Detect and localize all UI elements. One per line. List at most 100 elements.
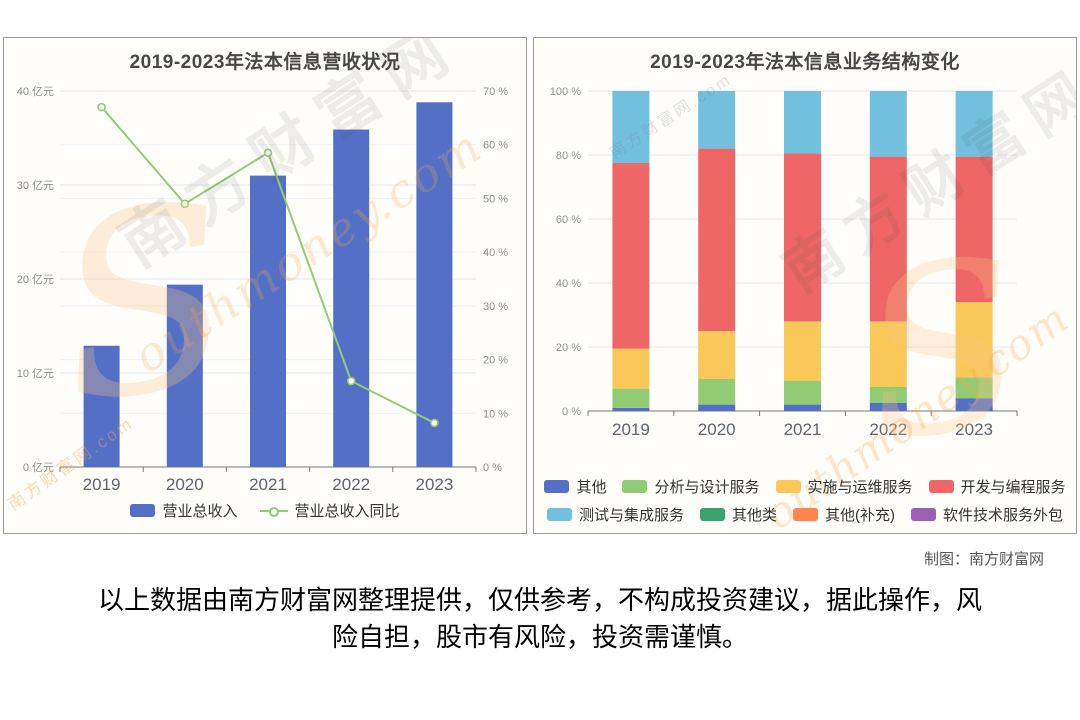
segment-分析与设计服务-2021 [784,380,821,405]
axis-label: 0 % [483,462,502,474]
revenue-chart-panel: 2019-2023年法本信息营收状况 0 亿元 10 亿元 20 亿元 30 亿元 40… [3,37,527,534]
yoy-marker-2020 [180,199,190,209]
segment-其他-2022 [869,403,907,411]
axis-label: 0 % [562,406,581,418]
legend-item-软件技术服务外包: 软件技术服务外包 [911,504,1063,525]
legend-row: 其他 分析与设计服务 实施与运维服务 开发与编程服务 [544,476,1066,497]
segment-测试与集成服务-2021 [784,91,821,154]
yoy-marker-2022 [346,376,356,386]
revenue-bar-2022 [333,129,370,467]
revenue-bar-2019 [83,345,120,467]
bar-swatch-icon [699,508,725,521]
axis-label: 70 % [483,86,508,98]
segment-实施与运维服务-2019 [612,348,650,389]
segment-开发与编程服务-2020 [698,148,736,331]
legend-label: 营业总收入同比 [294,503,400,520]
segment-实施与运维服务-2021 [784,321,821,381]
axis-label: 10 亿元 [17,367,54,380]
legend-item-营业总收入: 营业总收入 [130,500,238,521]
legend-label: 其他类 [731,507,777,524]
segment-分析与设计服务-2019 [612,388,650,408]
bar-swatch-icon [130,504,156,517]
yoy-marker-2019 [97,102,106,112]
legend-label: 其他(补充) [825,507,895,524]
legend-label: 实施与运维服务 [807,479,913,496]
axis-label: 2020 [166,475,204,494]
axis-label: 2021 [249,475,287,494]
segment-其他-2021 [784,404,821,411]
legend-label: 软件技术服务外包 [943,507,1064,524]
segment-开发与编程服务-2019 [612,163,650,349]
legend-item-测试与集成服务: 测试与集成服务 [546,504,684,525]
segment-其他-2020 [698,404,736,411]
axis-label: 2020 [698,420,736,439]
bar-swatch-icon [546,508,572,521]
yoy-marker-2021 [263,148,273,158]
axis-label: 20 % [483,355,508,367]
segment-开发与编程服务-2022 [869,156,907,322]
revenue-chart-title: 2019-2023年法本信息营收状况 [129,52,401,73]
legend-label: 分析与设计服务 [654,479,760,496]
segment-分析与设计服务-2022 [869,387,907,403]
axis-label: 80 % [556,150,581,162]
segment-开发与编程服务-2023 [955,156,993,303]
segment-其他-2023 [955,398,993,411]
axis-label: 20 亿元 [17,273,54,286]
revenue-bar-2023 [416,102,453,467]
legend-label: 营业总收入 [162,503,238,520]
disclaimer-line-2: 险自担，股市有风险，投资需谨慎。 [331,621,748,652]
axis-label: 2019 [83,475,121,494]
bar-swatch-icon [544,480,570,493]
legend-item-其他(补充): 其他(补充) [793,504,895,525]
bar-swatch-icon [928,480,954,493]
bar-swatch-icon [622,480,648,493]
axis-label: 2022 [869,420,907,439]
legend-label: 其他 [576,479,607,496]
axis-label: 2022 [332,475,370,494]
segment-测试与集成服务-2022 [869,91,907,157]
segment-开发与编程服务-2021 [784,153,821,322]
segment-实施与运维服务-2023 [955,302,993,378]
line-marker-icon [259,509,288,512]
axis-label: 30 % [483,301,508,313]
disclaimer-line-1: 以上数据由南方财富网整理提供，仅供参考，不构成投资建议，据此操作，风 [97,585,982,615]
axis-label: 2019 [612,420,650,439]
axis-label: 2021 [784,420,822,439]
segment-实施与运维服务-2020 [698,331,736,379]
legend-item-开发与编程服务: 开发与编程服务 [928,476,1066,497]
axis-label: 40 亿元 [17,85,54,98]
revenue-bar-2021 [250,175,286,467]
structure-legend: 其他 分析与设计服务 实施与运维服务 开发与编程服务测试与集成服务 其他类 其他(补充) 软… [534,476,1076,525]
legend-item-实施与运维服务: 实施与运维服务 [775,476,913,497]
axis-label: 50 % [483,193,508,205]
axis-label: 60 % [483,140,508,152]
axis-label: 2023 [415,475,453,494]
credit-line: 制图：南方财富网 [923,551,1044,568]
legend-item-分析与设计服务: 分析与设计服务 [622,476,760,497]
legend-label: 开发与编程服务 [960,479,1066,496]
revenue-legend: 营业总收入 营业总收入同比 [4,500,526,521]
bar-swatch-icon [911,508,936,521]
structure-chart-panel: 2019-2023年法本信息业务结构变化 0 % 20 % 40 % 60 % 80 %… [533,37,1077,534]
yoy-marker-2023 [430,418,439,428]
axis-label: 100 % [550,86,581,98]
axis-label: 60 % [556,214,581,226]
axis-label: 2023 [955,420,993,439]
structure-chart: 0 % 20 % 40 % 60 % 80 % 100 % 2019 2020 2021 2022… [550,86,1018,439]
axis-label: 40 % [556,278,581,290]
axis-label: 20 % [556,342,581,354]
segment-其他-2019 [612,407,650,411]
segment-测试与集成服务-2023 [955,91,993,157]
legend-item-其他: 其他 [544,476,606,497]
legend-item-其他类: 其他类 [699,504,777,525]
disclaimer: 以上数据由南方财富网整理提供，仅供参考，不构成投资建议，据此操作，风 险自担，股… [0,582,1080,656]
revenue-bar-2020 [166,284,203,467]
legend-row: 测试与集成服务 其他类 其他(补充) 软件技术服务外包 [546,504,1063,525]
segment-分析与设计服务-2020 [698,379,736,405]
segment-实施与运维服务-2022 [869,321,907,387]
legend-item-营业总收入同比: 营业总收入同比 [259,500,400,521]
axis-label: 0 亿元 [23,461,54,474]
segment-分析与设计服务-2023 [955,377,993,399]
structure-chart-title: 2019-2023年法本信息业务结构变化 [650,52,960,73]
